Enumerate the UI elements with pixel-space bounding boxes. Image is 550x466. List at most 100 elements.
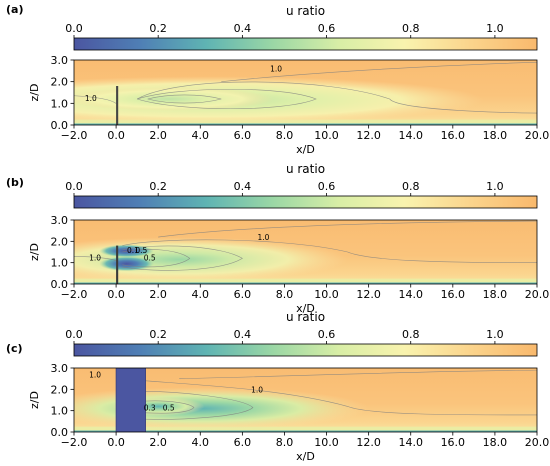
y-axis-label: z/D [28, 84, 41, 102]
x-tick-label: 16.0 [441, 436, 466, 449]
heatmap-field: 1.01.00.10.50.5 [74, 220, 537, 284]
colorbar [73, 37, 538, 51]
colorbar-tick-label: 1.0 [486, 328, 504, 341]
colorbar-tick-label: 0.2 [149, 328, 167, 341]
x-tick-label: 18.0 [483, 288, 508, 301]
y-tick-label: 3.0 [51, 362, 69, 375]
contour-line [74, 95, 117, 104]
y-tick-label: 2.0 [51, 383, 69, 396]
x-tick-label: 0.0 [107, 436, 125, 449]
ground-strip [74, 123, 537, 125]
contour-label: 1.0 [85, 94, 97, 103]
colorbar-tick-label: 0.4 [234, 328, 252, 341]
heatmap-field: 1.0 1.0 [74, 60, 537, 125]
contour-line [74, 255, 117, 261]
boundary-layer [74, 278, 537, 284]
x-tick-label: 20.0 [525, 288, 550, 301]
colorbar-label: u ratio [286, 4, 325, 18]
y-tick-label: 2.0 [51, 235, 69, 248]
colorbar-tick-label: 0.2 [149, 22, 167, 35]
x-tick-label: 8.0 [276, 436, 294, 449]
x-tick-label: 6.0 [234, 288, 252, 301]
y-tick-label: 0.0 [51, 426, 69, 439]
x-tick-label: 8.0 [276, 288, 294, 301]
x-tick-label: 6.0 [234, 129, 252, 142]
x-axis-label: x/D [296, 143, 315, 156]
contour-line [158, 220, 537, 238]
contour-line [122, 245, 243, 271]
y-tick-label: 3.0 [51, 54, 69, 67]
contour-label: 0.3 [144, 403, 156, 412]
x-tick-label: 8.0 [276, 129, 294, 142]
contour-label: 0.5 [135, 246, 147, 255]
y-tick-label: 0.0 [51, 278, 69, 291]
x-tick-label: 12.0 [356, 436, 381, 449]
colorbar-tick-label: 0.8 [402, 328, 420, 341]
contour-line [145, 400, 195, 414]
contour-line [147, 94, 222, 104]
y-tick-label: 1.0 [51, 405, 69, 418]
x-tick-label: 4.0 [192, 436, 210, 449]
x-tick-label: −2.0 [61, 436, 88, 449]
x-tick-label: 16.0 [441, 288, 466, 301]
x-tick-label: 6.0 [234, 436, 252, 449]
panel-label: (a) [6, 3, 23, 16]
x-tick-label: −2.0 [61, 288, 88, 301]
colorbar-tick-label: 1.0 [486, 180, 504, 193]
x-axis-label: x/D [296, 450, 315, 463]
colorbar-tick-label: 1.0 [486, 22, 504, 35]
contour-line [122, 249, 191, 268]
y-axis-label: z/D [28, 243, 41, 261]
contour-line [122, 239, 537, 263]
x-tick-label: 0.0 [107, 288, 125, 301]
contour-line [136, 81, 537, 114]
obstacle-fence [116, 245, 119, 284]
colorbar-tick-label: 0.4 [234, 180, 252, 193]
colorbar-tick-label: 0.0 [65, 22, 83, 35]
plot-frame [73, 367, 538, 433]
y-tick-label: 0.0 [51, 119, 69, 132]
x-tick-label: 10.0 [314, 436, 339, 449]
x-tick-label: 12.0 [356, 129, 381, 142]
contour-line [145, 391, 254, 420]
x-axis-label: x/D [296, 302, 315, 315]
colorbar-tick-label: 0.2 [149, 180, 167, 193]
contour-line [221, 61, 537, 82]
x-tick-label: 10.0 [314, 129, 339, 142]
colorbar-tick-label: 0.8 [402, 22, 420, 35]
x-tick-label: 14.0 [398, 129, 423, 142]
x-tick-label: 2.0 [149, 129, 167, 142]
colorbar-tick-label: 0.4 [234, 22, 252, 35]
contour-label: 1.0 [89, 370, 101, 379]
x-tick-label: 16.0 [441, 129, 466, 142]
contour-label: 0.5 [163, 403, 175, 412]
colorbar-tick-label: 0.0 [65, 328, 83, 341]
y-tick-label: 3.0 [51, 214, 69, 227]
panel-label: (c) [6, 342, 23, 355]
obstacle-block [115, 368, 146, 432]
contour-label: 0.5 [144, 253, 156, 262]
contour-label: 1.0 [89, 253, 101, 262]
ground-strip [74, 430, 537, 432]
colorbar [73, 343, 538, 357]
contour-line [179, 369, 537, 379]
x-tick-label: 2.0 [149, 288, 167, 301]
y-axis-label: z/D [28, 391, 41, 409]
x-tick-label: 18.0 [483, 129, 508, 142]
panel-label: (b) [6, 176, 24, 189]
contour-line [145, 380, 537, 416]
obstacle-fence [116, 86, 119, 125]
colorbar-tick-label: 0.0 [65, 180, 83, 193]
x-tick-label: 14.0 [398, 436, 423, 449]
x-tick-label: 18.0 [483, 436, 508, 449]
y-tick-label: 1.0 [51, 257, 69, 270]
x-tick-label: −2.0 [61, 129, 88, 142]
x-tick-label: 2.0 [149, 436, 167, 449]
colorbar-label: u ratio [286, 310, 325, 324]
contour-label: 0.1 [127, 246, 139, 255]
colorbar-tick-label: 0.6 [318, 180, 336, 193]
colorbar-tick-label: 0.6 [318, 328, 336, 341]
colorbar-tick-label: 0.6 [318, 22, 336, 35]
